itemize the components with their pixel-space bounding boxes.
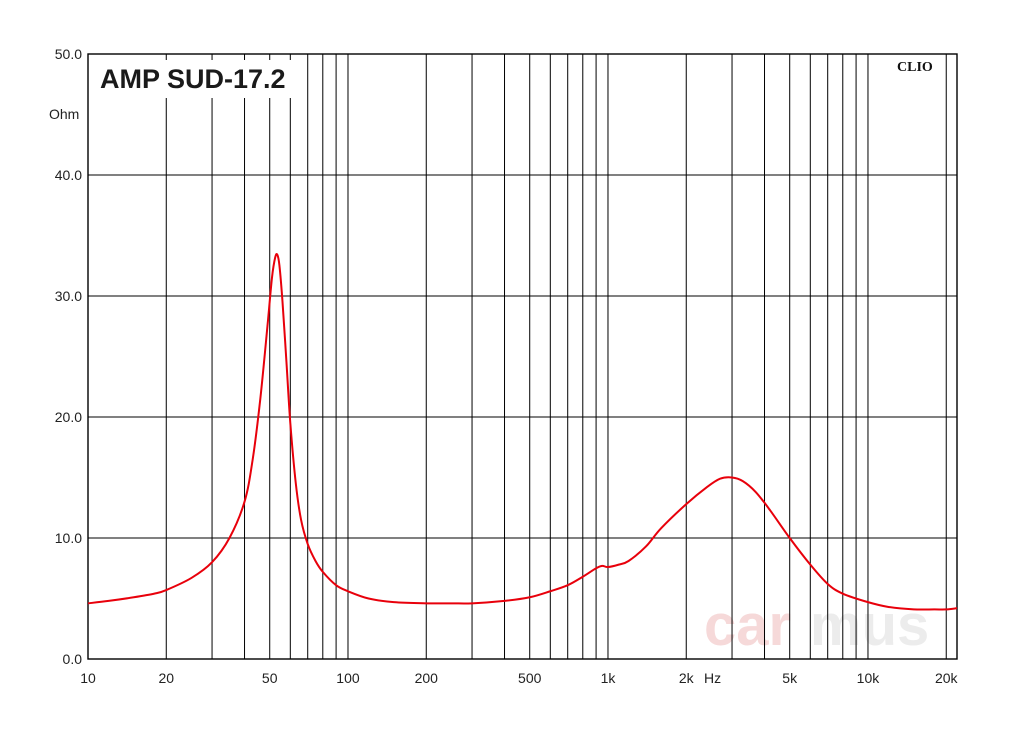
x-tick-label: 200 <box>415 670 439 686</box>
x-tick-label: 100 <box>336 670 360 686</box>
brand-backdrop <box>892 58 942 76</box>
x-tick-label: 10k <box>857 670 881 686</box>
x-tick-label: 20k <box>935 670 959 686</box>
x-tick-label: 10 <box>80 670 96 686</box>
watermark-mus: mus <box>810 593 929 658</box>
x-unit-backdrop <box>700 668 728 688</box>
x-tick-label: 20 <box>158 670 174 686</box>
watermark: car mus <box>704 593 929 658</box>
impedance-curve <box>87 252 958 611</box>
brand-label: CLIO <box>897 60 933 75</box>
y-tick-label: 40.0 <box>55 167 82 183</box>
x-tick-labels: 10 20 50 100 200 500 1k 2k 5k 10k 20k <box>80 670 958 686</box>
x-tick-label: 2k <box>679 670 695 686</box>
x-tick-label: 50 <box>262 670 278 686</box>
y-unit-label: Ohm <box>49 106 79 122</box>
x-unit-label: Hz <box>704 670 721 686</box>
chart-title: AMP SUD-17.2 <box>100 64 286 94</box>
grid <box>88 54 957 659</box>
plot-frame <box>87 53 958 660</box>
title-backdrop <box>96 60 306 98</box>
y-tick-labels: 0.0 10.0 20.0 30.0 40.0 50.0 <box>55 46 82 667</box>
series-layer <box>87 252 958 611</box>
watermark-car: car <box>704 593 791 658</box>
y-tick-label: 0.0 <box>63 651 83 667</box>
x-tick-label: 500 <box>518 670 542 686</box>
y-tick-label: 30.0 <box>55 288 82 304</box>
x-tick-label: 5k <box>782 670 798 686</box>
y-tick-label: 20.0 <box>55 409 82 425</box>
y-tick-label: 10.0 <box>55 530 82 546</box>
x-tick-label: 1k <box>601 670 617 686</box>
y-tick-label: 50.0 <box>55 46 82 62</box>
